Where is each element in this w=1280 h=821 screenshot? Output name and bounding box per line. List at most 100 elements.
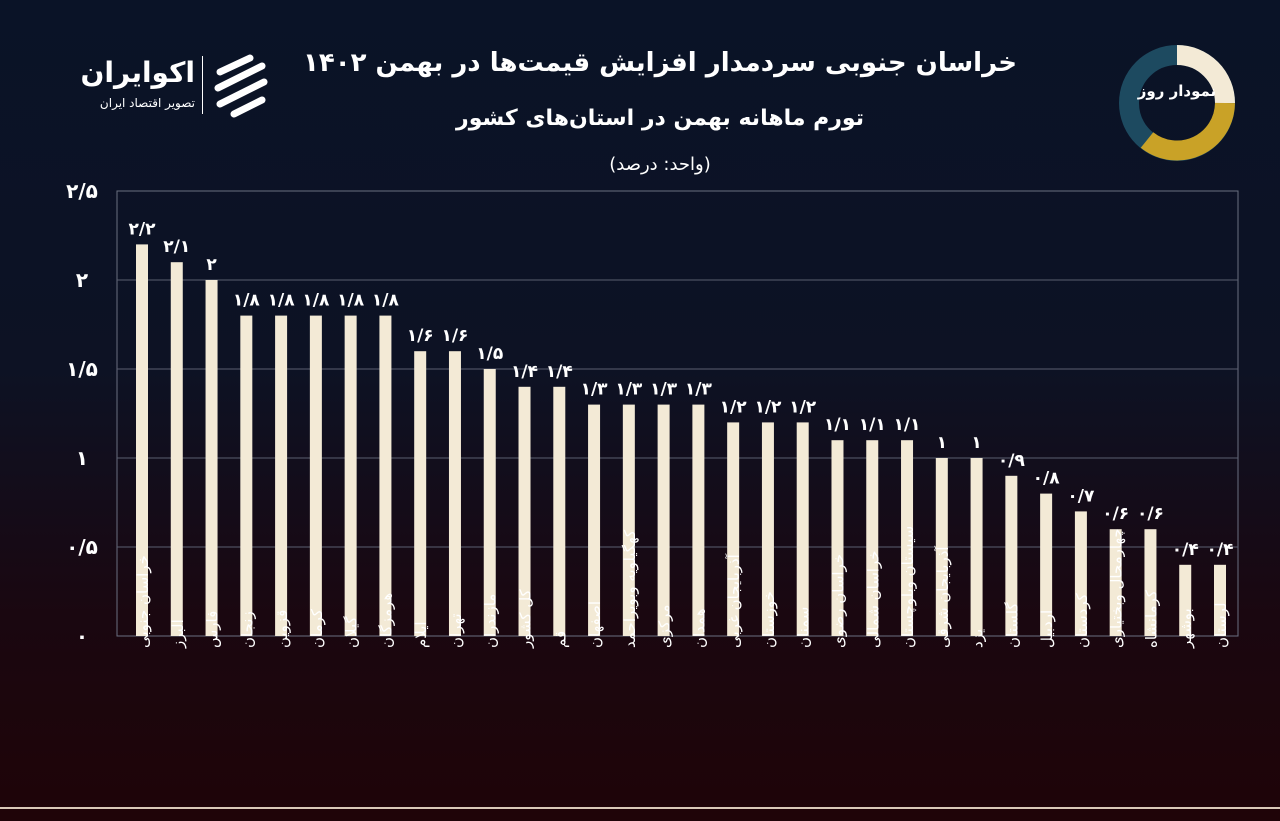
brand-tagline: تصویر اقتصاد ایران [99, 96, 195, 110]
data-label: ۱/۱ [824, 415, 851, 435]
x-tick-label: خراسان رضوی [829, 554, 847, 648]
data-label: ۱/۴ [511, 362, 538, 382]
bar [170, 262, 183, 636]
x-tick-label: آذربایجان شرقی [934, 546, 952, 648]
x-tick-label: کرمان [308, 608, 326, 648]
bar [1214, 564, 1226, 636]
bar [136, 244, 148, 636]
x-tick-label: کرمانشاه [1142, 589, 1160, 648]
data-label: ۱/۸ [268, 291, 296, 311]
bar [1040, 493, 1053, 636]
bar [831, 440, 844, 636]
data-label: ۲ [206, 255, 217, 275]
data-label: ۱/۶ [407, 326, 434, 346]
data-label: ۱/۳ [650, 380, 678, 400]
bar [448, 351, 461, 636]
x-tick-label: زنجان [238, 611, 256, 648]
data-label: ۲/۱ [163, 237, 190, 257]
bar [1179, 564, 1192, 636]
x-tick-label: کل کشور [517, 588, 535, 649]
bar [205, 280, 218, 636]
data-label: ۱/۱ [894, 415, 921, 435]
data-label: ۰/۸ [1033, 469, 1061, 489]
x-tick-label: خوزستان [760, 591, 778, 648]
bar [935, 458, 948, 636]
bar [1074, 511, 1087, 636]
brand-logo: اکوایران تصویر اقتصاد ایران [55, 52, 275, 122]
chart-of-the-day-badge: نمودار روز [1117, 43, 1237, 163]
x-tick-label: کهگیلویه وبویراحمد [621, 529, 639, 648]
chart-subtitle: تورم ماهانه بهمن در استان‌های کشور [456, 106, 864, 131]
data-label: ۰/۶ [1137, 504, 1164, 524]
bar [483, 369, 496, 636]
data-label: ۰/۶ [1102, 504, 1129, 524]
logo-divider [202, 56, 203, 114]
x-tick-label: خراسان شمالی [864, 550, 882, 648]
x-tick-label: خراسان جنوبی [134, 555, 152, 648]
x-tick-label: قم [551, 631, 569, 648]
x-tick-label: تهران [447, 613, 465, 648]
x-tick-label: مازندران [482, 594, 500, 648]
y-tick-label: ۰/۵ [66, 535, 98, 559]
chart-title: خراسان جنوبی سردمدار افزایش قیمت‌ها در ب… [303, 48, 1017, 78]
bar [588, 404, 601, 636]
data-label: ۱/۲ [789, 397, 817, 417]
data-label: ۱/۶ [441, 326, 468, 346]
x-tick-label: گیلان [343, 616, 361, 648]
data-label: ۱/۸ [372, 291, 400, 311]
x-tick-label: آذربایجان غربی [725, 553, 743, 648]
brand-mark-icon [214, 54, 268, 118]
data-label: ۱/۳ [685, 380, 713, 400]
plot-frame [116, 190, 1239, 637]
x-tick-label: قزوین [273, 610, 291, 648]
bar [240, 315, 253, 636]
bar [1144, 529, 1157, 636]
y-tick-label: ۰ [76, 624, 88, 648]
data-label: ۱ [937, 433, 947, 453]
data-label: ۱/۸ [302, 291, 330, 311]
x-tick-label: مرکزی [656, 605, 674, 648]
bar [657, 404, 670, 636]
data-label: ۱/۸ [337, 291, 365, 311]
x-tick-label: سیستان وبلوچستان [899, 526, 917, 648]
chart-unit: (واحد: درصد) [609, 154, 711, 175]
bar [275, 315, 288, 636]
data-label: ۰/۷ [1067, 486, 1095, 506]
x-tick-label: اصفهان [586, 601, 604, 648]
bar [379, 315, 392, 636]
x-tick-label: فارس [204, 611, 222, 648]
x-tick-label: هرمزگان [377, 593, 395, 648]
bar [727, 422, 740, 636]
footer-divider [0, 807, 1280, 809]
data-label: ۱/۴ [546, 362, 573, 382]
x-tick-label: ایلام [412, 621, 430, 648]
bar [309, 315, 322, 636]
bar [344, 315, 357, 636]
brand-name: اکوایران [80, 56, 195, 89]
bar [1005, 475, 1018, 636]
x-tick-label: اردبیل [1038, 610, 1056, 648]
data-label: ۱/۵ [476, 344, 503, 364]
x-tick-label: گلستان [1003, 602, 1021, 648]
data-label: ۰/۴ [1207, 540, 1234, 560]
bar [553, 386, 566, 636]
bar [796, 422, 809, 636]
bar [1109, 529, 1122, 636]
data-label: ۰/۹ [998, 451, 1026, 471]
data-label: ۱ [971, 433, 981, 453]
data-label: ۱/۲ [754, 397, 782, 417]
bar [761, 422, 774, 636]
data-label: ۱/۳ [581, 380, 609, 400]
data-label: ۱/۱ [859, 415, 886, 435]
x-tick-label: چهارمحال وبختیاری [1108, 528, 1126, 648]
y-tick-label: ۲/۵ [66, 179, 98, 203]
data-label: ۱/۸ [233, 291, 261, 311]
x-tick-label: بوشهر [1177, 608, 1195, 649]
y-tick-label: ۲ [76, 268, 88, 292]
x-tick-label: یزد [969, 629, 987, 648]
data-label: ۰/۴ [1172, 540, 1199, 560]
bar [970, 458, 983, 636]
badge-text: نمودار روز [1137, 82, 1217, 100]
x-tick-label: کردستان [1073, 592, 1091, 648]
